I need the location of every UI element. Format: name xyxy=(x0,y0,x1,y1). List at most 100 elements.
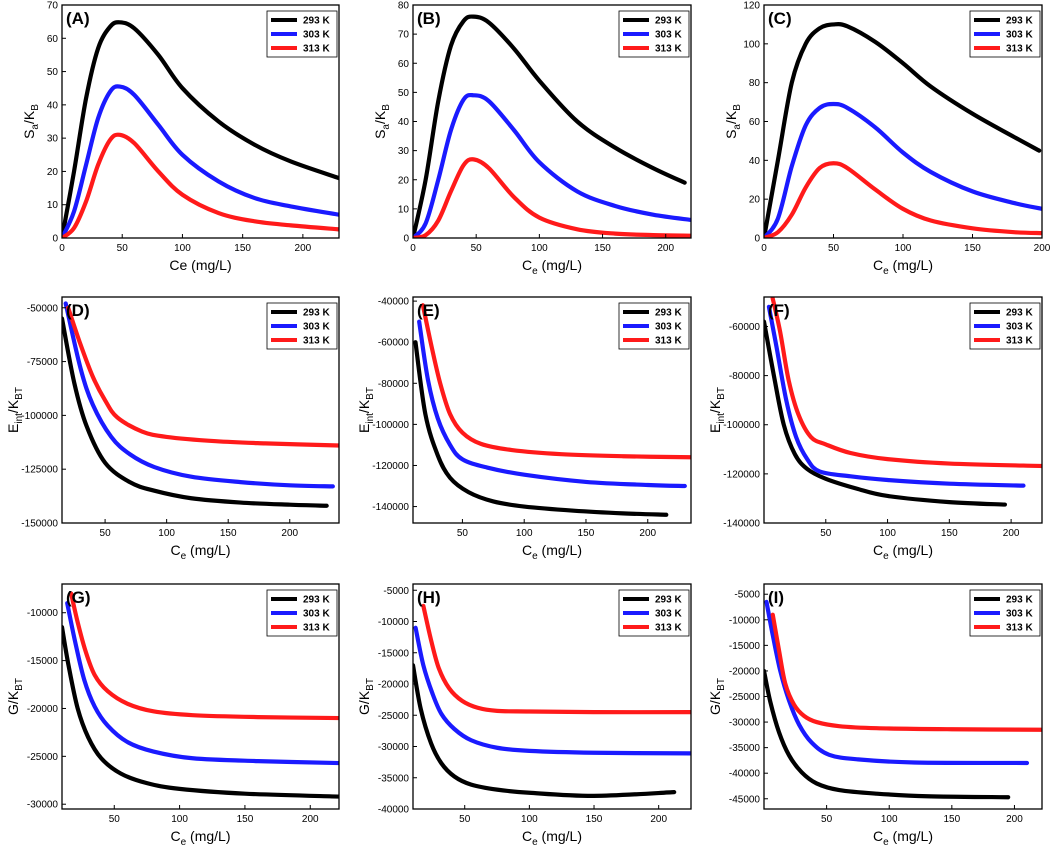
panel-label: (F) xyxy=(768,301,790,320)
panel-f: 50 100 150 200 -60000 -80000 -100000 -120000 -14… xyxy=(707,296,1043,562)
y-tick-label: 10 xyxy=(47,200,59,211)
series-line-293k xyxy=(62,624,339,799)
y-axis-label: G/KBT xyxy=(356,678,376,715)
x-tick-label: 50 xyxy=(828,243,840,254)
panel-label: (G) xyxy=(66,588,91,607)
x-tick-label: 0 xyxy=(410,243,416,254)
panel-b: 0 50 100 150 200 0 10 20 30 40 50 60 70 80 Ce (mg/L) Sa… xyxy=(372,1,692,277)
series-line-293k xyxy=(413,340,669,517)
y-tick-label: -150000 xyxy=(21,519,58,530)
y-tick-label: -100000 xyxy=(21,411,58,422)
series-line-313k xyxy=(420,303,691,460)
legend: 293 K 303 K 313 K xyxy=(969,589,1041,637)
y-tick-label: 100 xyxy=(743,39,760,50)
series-line-293k xyxy=(413,14,687,238)
legend: 293 K 303 K 313 K xyxy=(266,302,338,350)
y-axis-label: Sa/KB xyxy=(372,104,392,139)
legend-entry: 293 K xyxy=(655,308,682,319)
x-tick-label: 150 xyxy=(943,814,960,825)
series-line-293k xyxy=(764,22,1042,238)
x-tick-label: 100 xyxy=(516,528,533,539)
legend: 293 K 303 K 313 K xyxy=(618,589,690,637)
y-tick-label: 20 xyxy=(398,175,410,186)
legend-entry: 293 K xyxy=(1006,16,1033,27)
legend-entry: 313 K xyxy=(655,336,682,347)
x-axis-label: Ce (mg/L) xyxy=(170,828,230,848)
legend-entry: 303 K xyxy=(1006,322,1033,333)
y-tick-label: -15000 xyxy=(27,656,59,667)
series-line-313k xyxy=(421,603,691,715)
series-line-313k xyxy=(413,157,691,238)
x-tick-label: 0 xyxy=(59,243,65,254)
series-line-313k xyxy=(69,591,339,721)
legend-entry: 313 K xyxy=(655,623,682,634)
y-tick-label: 40 xyxy=(398,117,410,128)
series-line-303k xyxy=(766,304,1026,488)
y-tick-label: -25000 xyxy=(27,752,59,763)
x-tick-label: 200 xyxy=(302,814,319,825)
legend-entry: 293 K xyxy=(655,595,682,606)
y-tick-label: -25000 xyxy=(378,711,410,722)
y-tick-label: 20 xyxy=(749,195,761,206)
y-tick-label: -80000 xyxy=(729,371,761,382)
x-tick-label: 200 xyxy=(1006,814,1023,825)
legend-entry: 293 K xyxy=(655,16,682,27)
y-tick-label: 70 xyxy=(47,1,59,12)
legend-entry: 303 K xyxy=(303,609,330,620)
legend-entry: 303 K xyxy=(1006,609,1033,620)
panel-label: (C) xyxy=(768,9,792,28)
y-axis-label: Eint/KBT xyxy=(707,387,727,433)
legend: 293 K 303 K 313 K xyxy=(618,302,690,350)
y-tick-label: -40000 xyxy=(378,805,410,816)
x-tick-label: 50 xyxy=(117,243,129,254)
x-tick-label: 200 xyxy=(295,243,312,254)
x-tick-label: 150 xyxy=(941,528,958,539)
y-axis-label: Sa/KB xyxy=(723,104,743,139)
x-tick-label: 150 xyxy=(594,243,611,254)
x-tick-label: 50 xyxy=(471,243,483,254)
series-line-313k xyxy=(770,612,1042,732)
legend: 293 K 303 K 313 K xyxy=(266,589,338,637)
x-tick-label: 150 xyxy=(237,814,254,825)
x-tick-label: 150 xyxy=(234,243,251,254)
x-tick-label: 100 xyxy=(521,814,538,825)
x-axis-label: Ce (mg/L) xyxy=(522,828,582,848)
y-tick-label: 50 xyxy=(398,88,410,99)
y-tick-label: -100000 xyxy=(723,420,760,431)
y-tick-label: -25000 xyxy=(729,692,761,703)
y-tick-label: 70 xyxy=(398,30,410,41)
y-tick-label: 40 xyxy=(749,156,761,167)
legend-entry: 313 K xyxy=(655,44,682,55)
x-tick-label: 200 xyxy=(639,528,656,539)
x-tick-label: 50 xyxy=(820,528,832,539)
y-tick-label: -20000 xyxy=(27,704,59,715)
y-tick-label: 120 xyxy=(743,1,760,12)
x-tick-label: 100 xyxy=(531,243,548,254)
y-tick-label: -15000 xyxy=(378,648,410,659)
y-tick-label: 30 xyxy=(47,134,59,145)
series-line-303k xyxy=(413,92,691,238)
y-tick-label: -60000 xyxy=(729,322,761,333)
y-axis-label: G/KBT xyxy=(707,678,727,715)
y-tick-label: -120000 xyxy=(372,461,409,472)
y-tick-label: 50 xyxy=(47,67,59,78)
y-axis-label: Sa/KB xyxy=(21,104,41,139)
panel-a: 0 50 100 150 200 0 10 20 30 40 50 60 70 Ce (mg/L) Sa/K… xyxy=(21,1,340,273)
plot-frame xyxy=(763,296,1043,524)
legend-entry: 293 K xyxy=(303,16,330,27)
legend-entry: 313 K xyxy=(303,336,330,347)
series-line-303k xyxy=(63,301,335,489)
legend-entry: 293 K xyxy=(1006,308,1033,319)
x-tick-label: 50 xyxy=(457,528,469,539)
plot-frame xyxy=(61,583,340,810)
legend-entry: 303 K xyxy=(655,30,682,41)
panel-label: (A) xyxy=(66,9,90,28)
plot-frame xyxy=(412,296,692,524)
legend-entry: 313 K xyxy=(1006,336,1033,347)
x-tick-label: 100 xyxy=(158,528,175,539)
series-line-313k xyxy=(66,305,339,448)
x-tick-label: 150 xyxy=(586,814,603,825)
y-tick-label: -50000 xyxy=(27,303,59,314)
y-tick-label: 0 xyxy=(403,234,409,245)
